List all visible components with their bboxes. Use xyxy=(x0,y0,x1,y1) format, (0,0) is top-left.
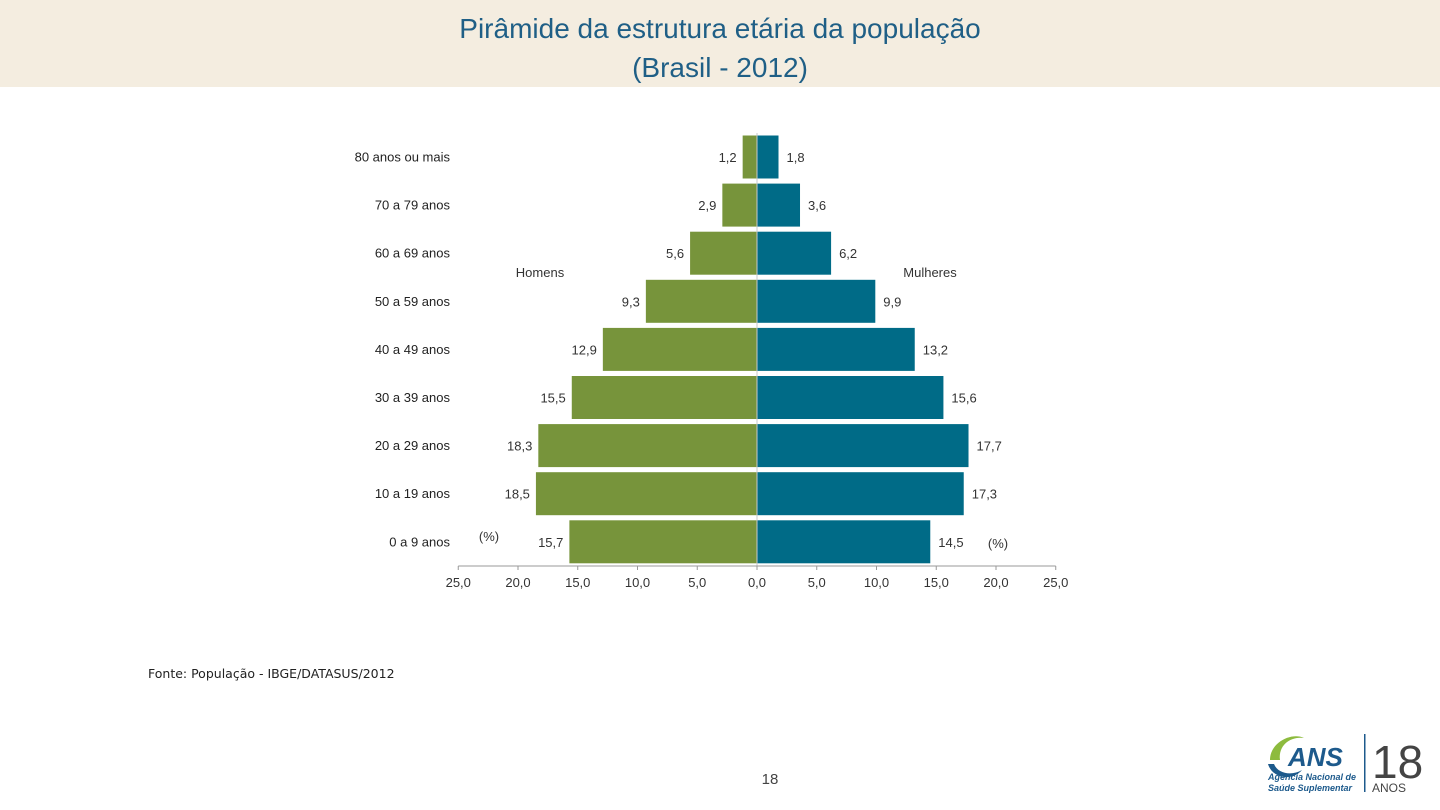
logo-subtitle-1: Agência Nacional de xyxy=(1267,772,1356,782)
logo-subtitle-2: Saúde Suplementar xyxy=(1268,783,1353,793)
category-label-10-a-19-anos: 10 a 19 anos xyxy=(375,486,451,501)
value-label-homens-50-a-59-anos: 9,3 xyxy=(622,294,640,309)
x-tick-label: 25,0 xyxy=(1043,575,1068,590)
logo-years-label: ANOS xyxy=(1372,781,1406,795)
bar-homens-40-a-49-anos xyxy=(602,327,757,371)
value-label-mulheres-0-a-9-anos: 14,5 xyxy=(938,535,963,550)
value-label-mulheres-10-a-19-anos: 17,3 xyxy=(972,487,997,502)
legend-mulheres: Mulheres xyxy=(903,265,957,280)
bar-homens-70-a-79-anos xyxy=(722,183,757,227)
x-tick-label: 25,0 xyxy=(446,575,471,590)
category-label-70-a-79-anos: 70 a 79 anos xyxy=(375,198,451,213)
bar-mulheres-20-a-29-anos xyxy=(757,424,969,468)
value-label-homens-10-a-19-anos: 18,5 xyxy=(505,487,530,502)
bar-mulheres-50-a-59-anos xyxy=(757,279,876,323)
value-label-homens-0-a-9-anos: 15,7 xyxy=(538,535,563,550)
logo-years-number: 18 xyxy=(1372,736,1423,788)
bar-homens-60-a-69-anos xyxy=(690,231,757,275)
x-axis: 25,0 20,0 15,0 10,0 5,0 0,0 5,0 10,0 15,0 20,0 25,… xyxy=(446,133,1068,590)
category-label-80-anos-ou-mais: 80 anos ou mais xyxy=(355,150,451,165)
category-label-0-a-9-anos: 0 a 9 anos xyxy=(389,534,450,549)
bars-layer xyxy=(535,135,969,564)
bar-homens-30-a-39-anos xyxy=(571,376,757,419)
bar-mulheres-80-anos-ou-mais xyxy=(757,135,779,179)
logo-brand: ANS xyxy=(1287,742,1344,772)
x-tick-label: 5,0 xyxy=(808,575,826,590)
x-tick-label: 0,0 xyxy=(748,575,766,590)
title-band xyxy=(0,0,1440,87)
unit-label-left: (%) xyxy=(479,529,499,544)
value-label-mulheres-60-a-69-anos: 6,2 xyxy=(839,246,857,261)
value-label-mulheres-30-a-39-anos: 15,6 xyxy=(951,391,976,406)
x-tick-label: 15,0 xyxy=(924,575,949,590)
x-tick-label: 5,0 xyxy=(688,575,706,590)
ans-swoosh-icon xyxy=(1270,736,1304,760)
bar-homens-0-a-9-anos xyxy=(569,520,757,564)
value-label-mulheres-80-anos-ou-mais: 1,8 xyxy=(787,150,805,165)
value-label-mulheres-20-a-29-anos: 17,7 xyxy=(977,439,1002,454)
labels-layer: 80 anos ou mais 1,2 1,8 70 a 79 anos 2,9 3,6 6… xyxy=(355,150,1002,550)
value-label-homens-30-a-39-anos: 15,5 xyxy=(540,391,565,406)
bar-homens-80-anos-ou-mais xyxy=(742,135,757,179)
bar-homens-50-a-59-anos xyxy=(645,279,757,323)
source-note: Fonte: População - IBGE/DATASUS/2012 xyxy=(148,666,395,681)
value-label-mulheres-70-a-79-anos: 3,6 xyxy=(808,198,826,213)
bar-mulheres-10-a-19-anos xyxy=(757,472,964,516)
bar-homens-20-a-29-anos xyxy=(538,424,757,468)
bar-mulheres-70-a-79-anos xyxy=(757,183,801,227)
category-label-50-a-59-anos: 50 a 59 anos xyxy=(375,294,451,309)
page-number: 18 xyxy=(761,771,779,788)
value-label-mulheres-40-a-49-anos: 13,2 xyxy=(923,342,948,357)
category-label-20-a-29-anos: 20 a 29 anos xyxy=(375,438,451,453)
bar-mulheres-40-a-49-anos xyxy=(757,327,915,371)
value-label-mulheres-50-a-59-anos: 9,9 xyxy=(883,294,901,309)
x-tick-label: 10,0 xyxy=(625,575,650,590)
ans-swoosh-icon-blue xyxy=(1268,764,1302,778)
bar-mulheres-30-a-39-anos xyxy=(757,376,944,419)
legend-homens: Homens xyxy=(516,265,565,280)
ans-18-anos-logo: ANS Agência Nacional de Saúde Suplementa… xyxy=(1267,734,1423,795)
population-pyramid-chart: 80 anos ou mais 1,2 1,8 70 a 79 anos 2,9 3,6 6… xyxy=(355,133,1068,590)
x-tick-label: 20,0 xyxy=(983,575,1008,590)
value-label-homens-80-anos-ou-mais: 1,2 xyxy=(719,150,737,165)
value-label-homens-70-a-79-anos: 2,9 xyxy=(698,198,716,213)
value-label-homens-20-a-29-anos: 18,3 xyxy=(507,439,532,454)
category-label-30-a-39-anos: 30 a 39 anos xyxy=(375,390,451,405)
x-tick-label: 10,0 xyxy=(864,575,889,590)
bar-mulheres-0-a-9-anos xyxy=(757,520,931,564)
bar-mulheres-60-a-69-anos xyxy=(757,231,832,275)
x-tick-label: 15,0 xyxy=(565,575,590,590)
bar-homens-10-a-19-anos xyxy=(535,472,757,516)
slide-subtitle: (Brasil - 2012) xyxy=(632,52,808,83)
x-tick-label: 20,0 xyxy=(505,575,530,590)
value-label-homens-60-a-69-anos: 5,6 xyxy=(666,246,684,261)
category-label-40-a-49-anos: 40 a 49 anos xyxy=(375,342,451,357)
unit-label-right: (%) xyxy=(988,536,1008,551)
value-label-homens-40-a-49-anos: 12,9 xyxy=(572,342,597,357)
logo-divider xyxy=(1364,734,1366,792)
category-label-60-a-69-anos: 60 a 69 anos xyxy=(375,246,451,261)
slide-title: Pirâmide da estrutura etária da populaçã… xyxy=(459,13,981,44)
